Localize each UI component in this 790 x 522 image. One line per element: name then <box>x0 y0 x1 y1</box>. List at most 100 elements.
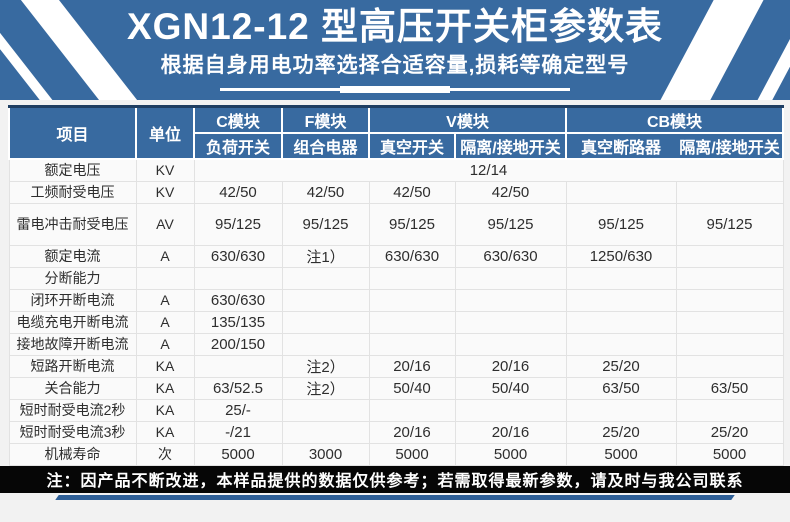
value-cell <box>368 288 456 312</box>
footer-note-bar: 注：因产品不断改进，本样品提供的数据仅供参考；若需取得最新参数，请及时与我公司联… <box>0 465 790 493</box>
row-label: 额定电压 <box>8 158 137 182</box>
col-sub-vacuum-breaker: 真空断路器 <box>565 132 677 160</box>
col-group-f-module: F模块 <box>281 105 370 134</box>
value-cell <box>368 266 456 290</box>
value-cell: 5000 <box>565 442 677 466</box>
value-cell: 50/40 <box>454 376 567 400</box>
unit-cell: KV <box>135 180 195 204</box>
table-row: 机械寿命次 5000 3000 5000 5000 5000 5000 <box>8 442 784 466</box>
value-cell: 63/50 <box>675 376 784 400</box>
value-cell: 5000 <box>193 442 283 466</box>
header-row-subs: 负荷开关 组合电器 真空开关 隔离/接地开关 真空断路器 隔离/接地开关 <box>9 132 784 160</box>
value-cell <box>281 266 370 290</box>
value-cell <box>281 310 370 334</box>
value-cell: 5000 <box>675 442 784 466</box>
header-row-groups: 项目 单位 C模块 F模块 V模块 CB模块 <box>8 105 784 160</box>
value-cell <box>281 420 370 444</box>
value-cell: 135/135 <box>193 310 283 334</box>
value-cell: 63/52.5 <box>193 376 283 400</box>
unit-cell: KV <box>135 158 195 182</box>
row-label: 短路开断电流 <box>8 354 137 378</box>
unit-cell: 次 <box>135 442 195 466</box>
value-cell: 95/125 <box>193 202 283 246</box>
unit-cell: A <box>135 244 195 268</box>
banner: XGN12-12 型高压开关柜参数表 根据自身用电功率选择合适容量,损耗等确定型… <box>0 0 790 100</box>
page-title: XGN12-12 型高压开关柜参数表 <box>126 6 664 47</box>
table-row: 接地故障开断电流 A 200/150 <box>8 332 784 356</box>
value-cell: 25/20 <box>565 354 677 378</box>
row-label: 短时耐受电流2秒 <box>8 398 137 422</box>
value-cell: 3000 <box>281 442 370 466</box>
value-cell: 注2） <box>281 376 370 400</box>
value-cell <box>454 266 567 290</box>
table-row: 关合能力 KA 63/52.5 注2） 50/40 50/40 63/50 63/50 <box>8 376 784 400</box>
value-cell: -/21 <box>193 420 283 444</box>
spec-table-body: 额定电压 KV 12/14 工频耐受电压 KV 42/50 42/50 42/50 42/50 雷… <box>8 158 784 466</box>
page-subtitle: 根据自身用电功率选择合适容量,损耗等确定型号 <box>160 53 630 77</box>
value-cell: 63/50 <box>565 376 677 400</box>
value-cell: 42/50 <box>193 180 283 204</box>
value-cell <box>675 266 784 290</box>
value-cell: 42/50 <box>454 180 567 204</box>
value-cell <box>675 332 784 356</box>
unit-cell: KA <box>135 398 195 422</box>
unit-cell: A <box>135 288 195 312</box>
value-cell-merged: 12/14 <box>193 158 784 182</box>
unit-cell: KA <box>135 376 195 400</box>
value-cell <box>454 288 567 312</box>
row-label: 额定电流 <box>8 244 137 268</box>
value-cell: 630/630 <box>368 244 456 268</box>
table-row: 分断能力 <box>8 266 784 290</box>
value-cell: 25/20 <box>675 420 784 444</box>
value-cell: 95/125 <box>565 202 677 246</box>
row-label: 雷电冲击耐受电压 <box>8 202 137 246</box>
table-row: 雷电冲击耐受电压 AV 95/125 95/125 95/125 95/125 95/125… <box>8 202 784 246</box>
bottom-accent-bar <box>55 494 735 500</box>
row-label: 闭环开断电流 <box>8 288 137 312</box>
row-label: 机械寿命 <box>8 442 137 466</box>
spec-table: 项目 单位 C模块 F模块 V模块 CB模块 负荷开关 组合电器 真空开关 隔离… <box>8 105 784 466</box>
col-header-item: 项目 <box>8 105 137 160</box>
value-cell: 42/50 <box>281 180 370 204</box>
value-cell <box>565 288 677 312</box>
value-cell: 5000 <box>454 442 567 466</box>
row-label: 接地故障开断电流 <box>8 332 137 356</box>
value-cell: 95/125 <box>281 202 370 246</box>
col-group-c-module: C模块 <box>193 105 283 134</box>
table-row: 额定电压 KV 12/14 <box>8 158 784 182</box>
value-cell <box>454 332 567 356</box>
table-row: 短路开断电流 KA 注2） 20/16 20/16 25/20 <box>8 354 784 378</box>
value-cell: 200/150 <box>193 332 283 356</box>
col-header-unit: 单位 <box>135 105 195 160</box>
row-label: 短时耐受电流3秒 <box>8 420 137 444</box>
value-cell: 25/20 <box>565 420 677 444</box>
value-cell: 5000 <box>368 442 456 466</box>
col-sub-load-switch: 负荷开关 <box>193 132 283 160</box>
value-cell: 20/16 <box>454 420 567 444</box>
footer-note: 注：因产品不断改进，本样品提供的数据仅供参考；若需取得最新参数，请及时与我公司联… <box>46 473 744 490</box>
value-cell <box>368 332 456 356</box>
value-cell <box>565 398 677 422</box>
value-cell <box>368 310 456 334</box>
table-row: 工频耐受电压 KV 42/50 42/50 42/50 42/50 <box>8 180 784 204</box>
table-wrap: 项目 单位 C模块 F模块 V模块 CB模块 负荷开关 组合电器 真空开关 隔离… <box>0 100 790 466</box>
value-cell: 注2） <box>281 354 370 378</box>
value-cell <box>565 266 677 290</box>
value-cell <box>675 398 784 422</box>
value-cell <box>675 244 784 268</box>
value-cell <box>675 180 784 204</box>
value-cell <box>454 398 567 422</box>
unit-cell <box>135 266 195 290</box>
value-cell: 630/630 <box>193 288 283 312</box>
col-sub-cb-isolation: 隔离/接地开关 <box>675 132 784 160</box>
value-cell <box>281 332 370 356</box>
value-cell: 95/125 <box>454 202 567 246</box>
row-label: 关合能力 <box>8 376 137 400</box>
title-divider <box>220 88 570 91</box>
value-cell <box>193 354 283 378</box>
value-cell: 注1） <box>281 244 370 268</box>
table-row: 闭环开断电流 A 630/630 <box>8 288 784 312</box>
value-cell: 42/50 <box>368 180 456 204</box>
value-cell: 50/40 <box>368 376 456 400</box>
value-cell: 1250/630 <box>565 244 677 268</box>
